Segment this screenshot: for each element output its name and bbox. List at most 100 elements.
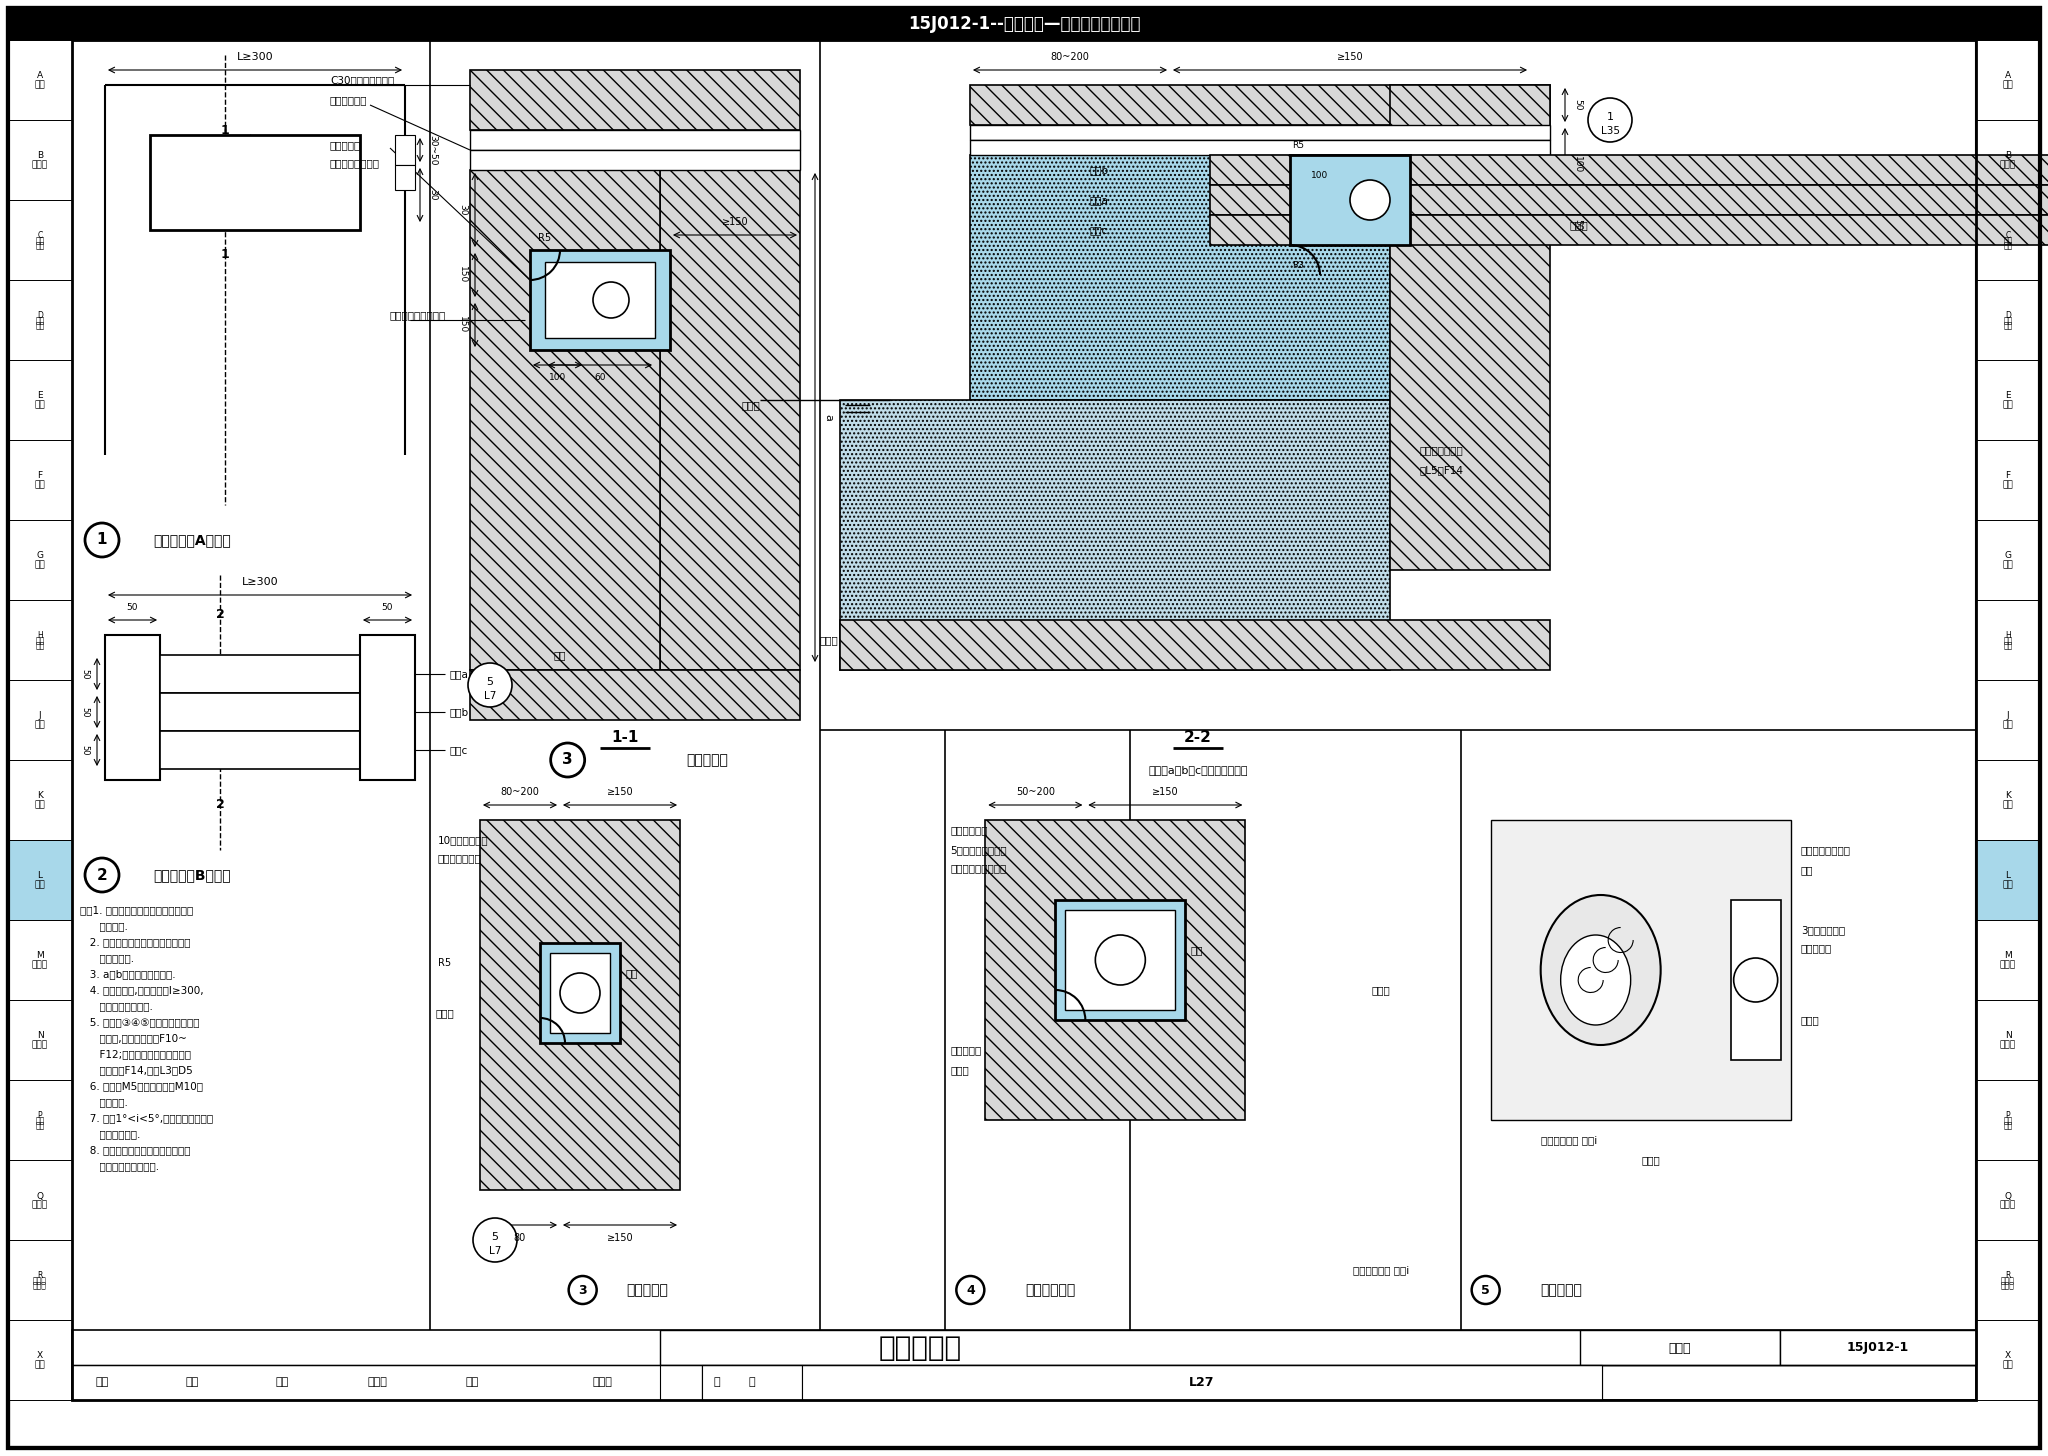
Text: 水景: 水景 — [35, 881, 45, 890]
Text: Q: Q — [2005, 1191, 2011, 1201]
Bar — [1731, 900, 1780, 1060]
Text: 向上倾斜安装 仰角i: 向上倾斜安装 仰角i — [1540, 1136, 1597, 1144]
Text: L7: L7 — [489, 1246, 502, 1257]
Bar — [8, 199, 72, 280]
Text: 页: 页 — [750, 1377, 756, 1388]
Text: A: A — [37, 71, 43, 80]
Text: 目录: 目录 — [2003, 80, 2013, 89]
Text: G: G — [2005, 552, 2011, 561]
Bar — [131, 1366, 252, 1401]
Bar — [1065, 910, 1176, 1010]
Bar — [1976, 199, 2040, 280]
Bar — [545, 262, 655, 338]
Circle shape — [569, 1275, 596, 1305]
Text: 6. 砖墙为M5水泥砂浆砌筑M10非: 6. 砖墙为M5水泥砂浆砌筑M10非 — [80, 1080, 203, 1091]
Text: 石材吐水口A立面图: 石材吐水口A立面图 — [154, 533, 231, 547]
Text: 2: 2 — [215, 609, 225, 622]
Circle shape — [86, 858, 119, 893]
Text: 构造: 构造 — [2003, 322, 2013, 331]
Bar — [8, 600, 72, 680]
Bar — [160, 693, 360, 731]
Text: L≥300: L≥300 — [242, 577, 279, 587]
Text: 砖墙: 砖墙 — [553, 649, 565, 660]
Text: 台阶: 台阶 — [2003, 561, 2013, 569]
Bar — [1976, 1321, 2040, 1401]
Text: 2: 2 — [96, 868, 106, 882]
Bar — [1055, 900, 1186, 1021]
Text: 30: 30 — [428, 189, 436, 201]
Bar — [659, 170, 801, 670]
Text: 石材c: 石材c — [451, 745, 469, 756]
Text: 花架: 花架 — [2003, 801, 2013, 810]
Text: 玻璃出水口: 玻璃出水口 — [627, 1283, 668, 1297]
Bar — [8, 840, 72, 920]
Text: 小品: 小品 — [35, 1121, 45, 1130]
Text: X: X — [2005, 1351, 2011, 1360]
Text: E: E — [2005, 392, 2011, 400]
Text: 排盐碱: 排盐碱 — [2001, 1201, 2015, 1210]
Bar — [160, 655, 360, 693]
Text: 以专业石材胶固牢: 以专业石材胶固牢 — [330, 159, 381, 167]
Bar — [731, 1366, 1602, 1401]
Text: 页: 页 — [713, 1377, 721, 1388]
Text: 总说明: 总说明 — [33, 160, 47, 169]
Bar — [1976, 280, 2040, 360]
Bar — [803, 1366, 1602, 1401]
Text: 景观桥: 景观桥 — [2001, 961, 2015, 970]
Text: 杨宏迪: 杨宏迪 — [592, 1377, 612, 1388]
Text: 附录: 附录 — [2003, 1360, 2013, 1370]
Text: 石材吐水口: 石材吐水口 — [330, 140, 360, 150]
Ellipse shape — [1540, 895, 1661, 1045]
Text: 树池: 树池 — [35, 642, 45, 651]
Bar — [1976, 360, 2040, 440]
Text: 目录: 目录 — [35, 80, 45, 89]
Text: 兽首出水口: 兽首出水口 — [1540, 1283, 1583, 1297]
Bar — [72, 1366, 659, 1401]
Bar — [702, 1366, 803, 1401]
Text: 不锈钢出水口: 不锈钢出水口 — [1026, 1283, 1075, 1297]
Circle shape — [1350, 181, 1391, 220]
Text: 50: 50 — [1573, 220, 1581, 230]
Bar — [8, 1160, 72, 1241]
Text: 张研青: 张研青 — [367, 1377, 387, 1388]
Bar — [442, 1366, 502, 1401]
Bar — [8, 119, 72, 199]
Bar — [971, 84, 1550, 125]
Text: 5厚不锈钢焊接成型: 5厚不锈钢焊接成型 — [950, 844, 1008, 855]
Bar — [252, 1366, 311, 1401]
Bar — [1210, 215, 2048, 245]
Bar — [502, 1366, 702, 1401]
Text: 出水管: 出水管 — [1640, 1155, 1661, 1165]
Circle shape — [594, 282, 629, 317]
Text: 进水管: 进水管 — [1571, 220, 1589, 230]
Text: 排盐碱: 排盐碱 — [33, 1201, 47, 1210]
Text: 总说明: 总说明 — [2001, 160, 2015, 169]
Bar — [985, 820, 1245, 1120]
Bar — [1976, 440, 2040, 520]
Text: 花池: 花池 — [2003, 636, 2013, 645]
Text: 100: 100 — [549, 373, 565, 381]
Text: 座椅凳: 座椅凳 — [33, 1041, 47, 1050]
Text: 4. 为保证效果,跌水面长度l≥300,: 4. 为保证效果,跌水面长度l≥300, — [80, 986, 203, 994]
Bar — [1976, 1000, 2040, 1080]
Text: 景观桥: 景观桥 — [33, 961, 47, 970]
Text: 计人员确定.: 计人员确定. — [80, 954, 133, 962]
Bar — [150, 135, 360, 230]
Bar — [469, 150, 801, 170]
Text: 15J012-1--环境景观—室外工程细部构造: 15J012-1--环境景观—室外工程细部构造 — [907, 15, 1141, 33]
Text: 构造: 构造 — [35, 322, 45, 331]
Circle shape — [473, 1219, 516, 1262]
Text: 需设计师按工程设计.: 需设计师按工程设计. — [80, 1160, 160, 1171]
Text: ≥150: ≥150 — [606, 788, 633, 796]
Text: 80: 80 — [514, 1233, 526, 1243]
Text: L7: L7 — [483, 692, 496, 700]
Text: M: M — [2005, 952, 2011, 961]
Text: ≥150: ≥150 — [606, 1233, 633, 1243]
Text: 仰角: 仰角 — [1190, 945, 1202, 955]
Text: K: K — [37, 792, 43, 801]
Text: L35: L35 — [1599, 127, 1620, 135]
Text: 50~200: 50~200 — [1016, 788, 1055, 796]
Text: 80~200: 80~200 — [1051, 52, 1090, 63]
Text: 向上倾斜安装 仰角i: 向上倾斜安装 仰角i — [1352, 1265, 1409, 1275]
Text: C: C — [2005, 230, 2011, 239]
